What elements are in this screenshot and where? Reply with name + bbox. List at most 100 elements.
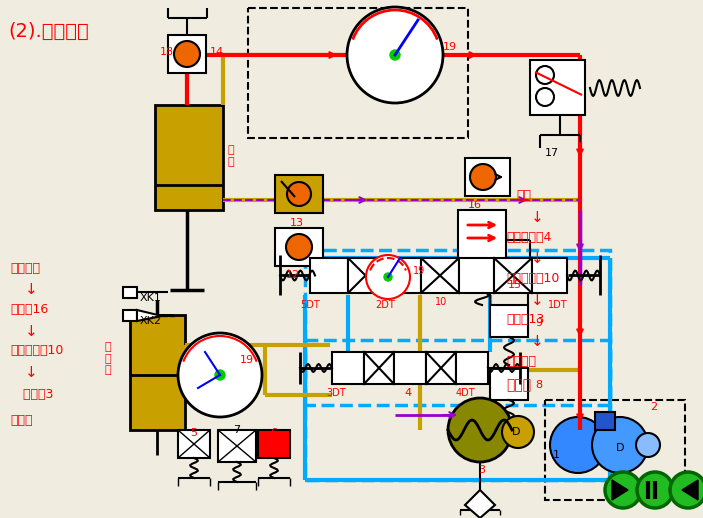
Text: XK1: XK1	[140, 293, 162, 303]
Circle shape	[448, 398, 512, 462]
Text: 电液换向阀10: 电液换向阀10	[11, 344, 64, 357]
Text: 17: 17	[545, 148, 559, 158]
Circle shape	[174, 41, 200, 67]
Circle shape	[592, 417, 648, 473]
Bar	[123, 310, 137, 321]
Text: 变量泵3: 变量泵3	[11, 388, 53, 401]
Bar	[383, 258, 421, 293]
Text: 进油：: 进油：	[11, 414, 33, 427]
Polygon shape	[137, 310, 162, 321]
Text: D: D	[512, 427, 520, 437]
Bar	[348, 258, 383, 293]
Text: 主
缸: 主 缸	[228, 145, 235, 167]
Bar	[545, 400, 685, 500]
Bar	[465, 158, 510, 196]
Bar	[456, 352, 488, 384]
Text: 4DT: 4DT	[456, 388, 476, 398]
Text: ↓: ↓	[531, 210, 543, 225]
Bar	[168, 35, 206, 73]
Bar	[595, 412, 615, 430]
Text: 回油：: 回油：	[506, 378, 531, 392]
Bar	[421, 258, 459, 293]
Text: 油箱: 油箱	[517, 189, 531, 202]
Circle shape	[670, 472, 703, 508]
Circle shape	[215, 370, 225, 380]
Text: ↓: ↓	[25, 282, 37, 297]
Text: 3DT: 3DT	[326, 388, 346, 398]
Bar	[532, 258, 567, 293]
Text: 10: 10	[435, 297, 447, 307]
Bar	[459, 258, 494, 293]
Polygon shape	[682, 480, 698, 500]
Bar	[394, 352, 426, 384]
Text: 电液换向阀4: 电液换向阀4	[506, 231, 552, 243]
Bar	[305, 250, 610, 405]
Text: 背压阀13: 背压阀13	[506, 313, 544, 326]
Text: 主缸下腔: 主缸下腔	[506, 355, 536, 368]
Text: 5: 5	[191, 428, 198, 438]
Text: ↓: ↓	[25, 324, 37, 339]
Bar	[332, 352, 364, 384]
Text: ↓: ↓	[25, 365, 37, 380]
Circle shape	[470, 164, 496, 190]
Text: D: D	[616, 443, 624, 453]
Text: ↓: ↓	[531, 334, 543, 349]
Circle shape	[384, 273, 392, 281]
Text: 16: 16	[468, 200, 482, 210]
Bar	[490, 368, 528, 400]
Circle shape	[390, 50, 400, 60]
Text: (2).减速加压: (2).减速加压	[8, 22, 89, 41]
Text: 19: 19	[443, 42, 457, 52]
Text: 2: 2	[650, 402, 657, 412]
Text: ↓: ↓	[531, 251, 543, 266]
Text: 19: 19	[413, 266, 425, 276]
Bar	[258, 430, 290, 458]
Polygon shape	[465, 490, 495, 518]
Text: 3: 3	[479, 465, 486, 475]
Text: 15: 15	[508, 280, 522, 290]
Polygon shape	[612, 480, 628, 500]
Bar	[490, 305, 528, 337]
Bar	[275, 228, 323, 266]
Bar	[458, 210, 506, 265]
Circle shape	[605, 472, 641, 508]
Circle shape	[636, 433, 660, 457]
Circle shape	[287, 182, 311, 206]
Text: 6: 6	[271, 428, 278, 438]
Text: 1DT: 1DT	[548, 300, 567, 310]
Text: 1: 1	[553, 450, 560, 460]
Text: 单向阀16: 单向阀16	[11, 303, 49, 316]
Circle shape	[502, 416, 534, 448]
Circle shape	[178, 333, 262, 417]
Bar	[494, 258, 532, 293]
Bar	[426, 352, 456, 384]
Text: 9: 9	[535, 318, 542, 328]
Text: 主缸上腔: 主缸上腔	[11, 262, 41, 275]
Text: 19: 19	[240, 355, 254, 365]
Text: 8: 8	[535, 380, 542, 390]
Text: 2DT: 2DT	[375, 300, 395, 310]
Text: XK2: XK2	[140, 316, 162, 326]
Bar	[178, 430, 210, 458]
Circle shape	[286, 234, 312, 260]
Bar	[530, 60, 585, 115]
Text: 电液换向阀10: 电液换向阀10	[506, 272, 560, 285]
Bar	[123, 287, 137, 298]
Text: 5DT: 5DT	[300, 300, 320, 310]
Circle shape	[550, 417, 606, 473]
Text: 18: 18	[160, 47, 174, 57]
Text: 13: 13	[290, 218, 304, 228]
Text: 顶
出
缸: 顶 出 缸	[105, 342, 112, 375]
Bar	[130, 315, 185, 430]
Bar	[218, 430, 256, 462]
Text: 12: 12	[286, 270, 300, 280]
Circle shape	[366, 255, 410, 299]
Bar	[364, 352, 394, 384]
Text: 14: 14	[210, 47, 224, 57]
Bar	[310, 258, 348, 293]
Text: 7: 7	[233, 425, 240, 435]
Bar	[275, 175, 323, 213]
Text: ↓: ↓	[531, 293, 543, 308]
Bar	[305, 340, 610, 480]
Circle shape	[347, 7, 443, 103]
